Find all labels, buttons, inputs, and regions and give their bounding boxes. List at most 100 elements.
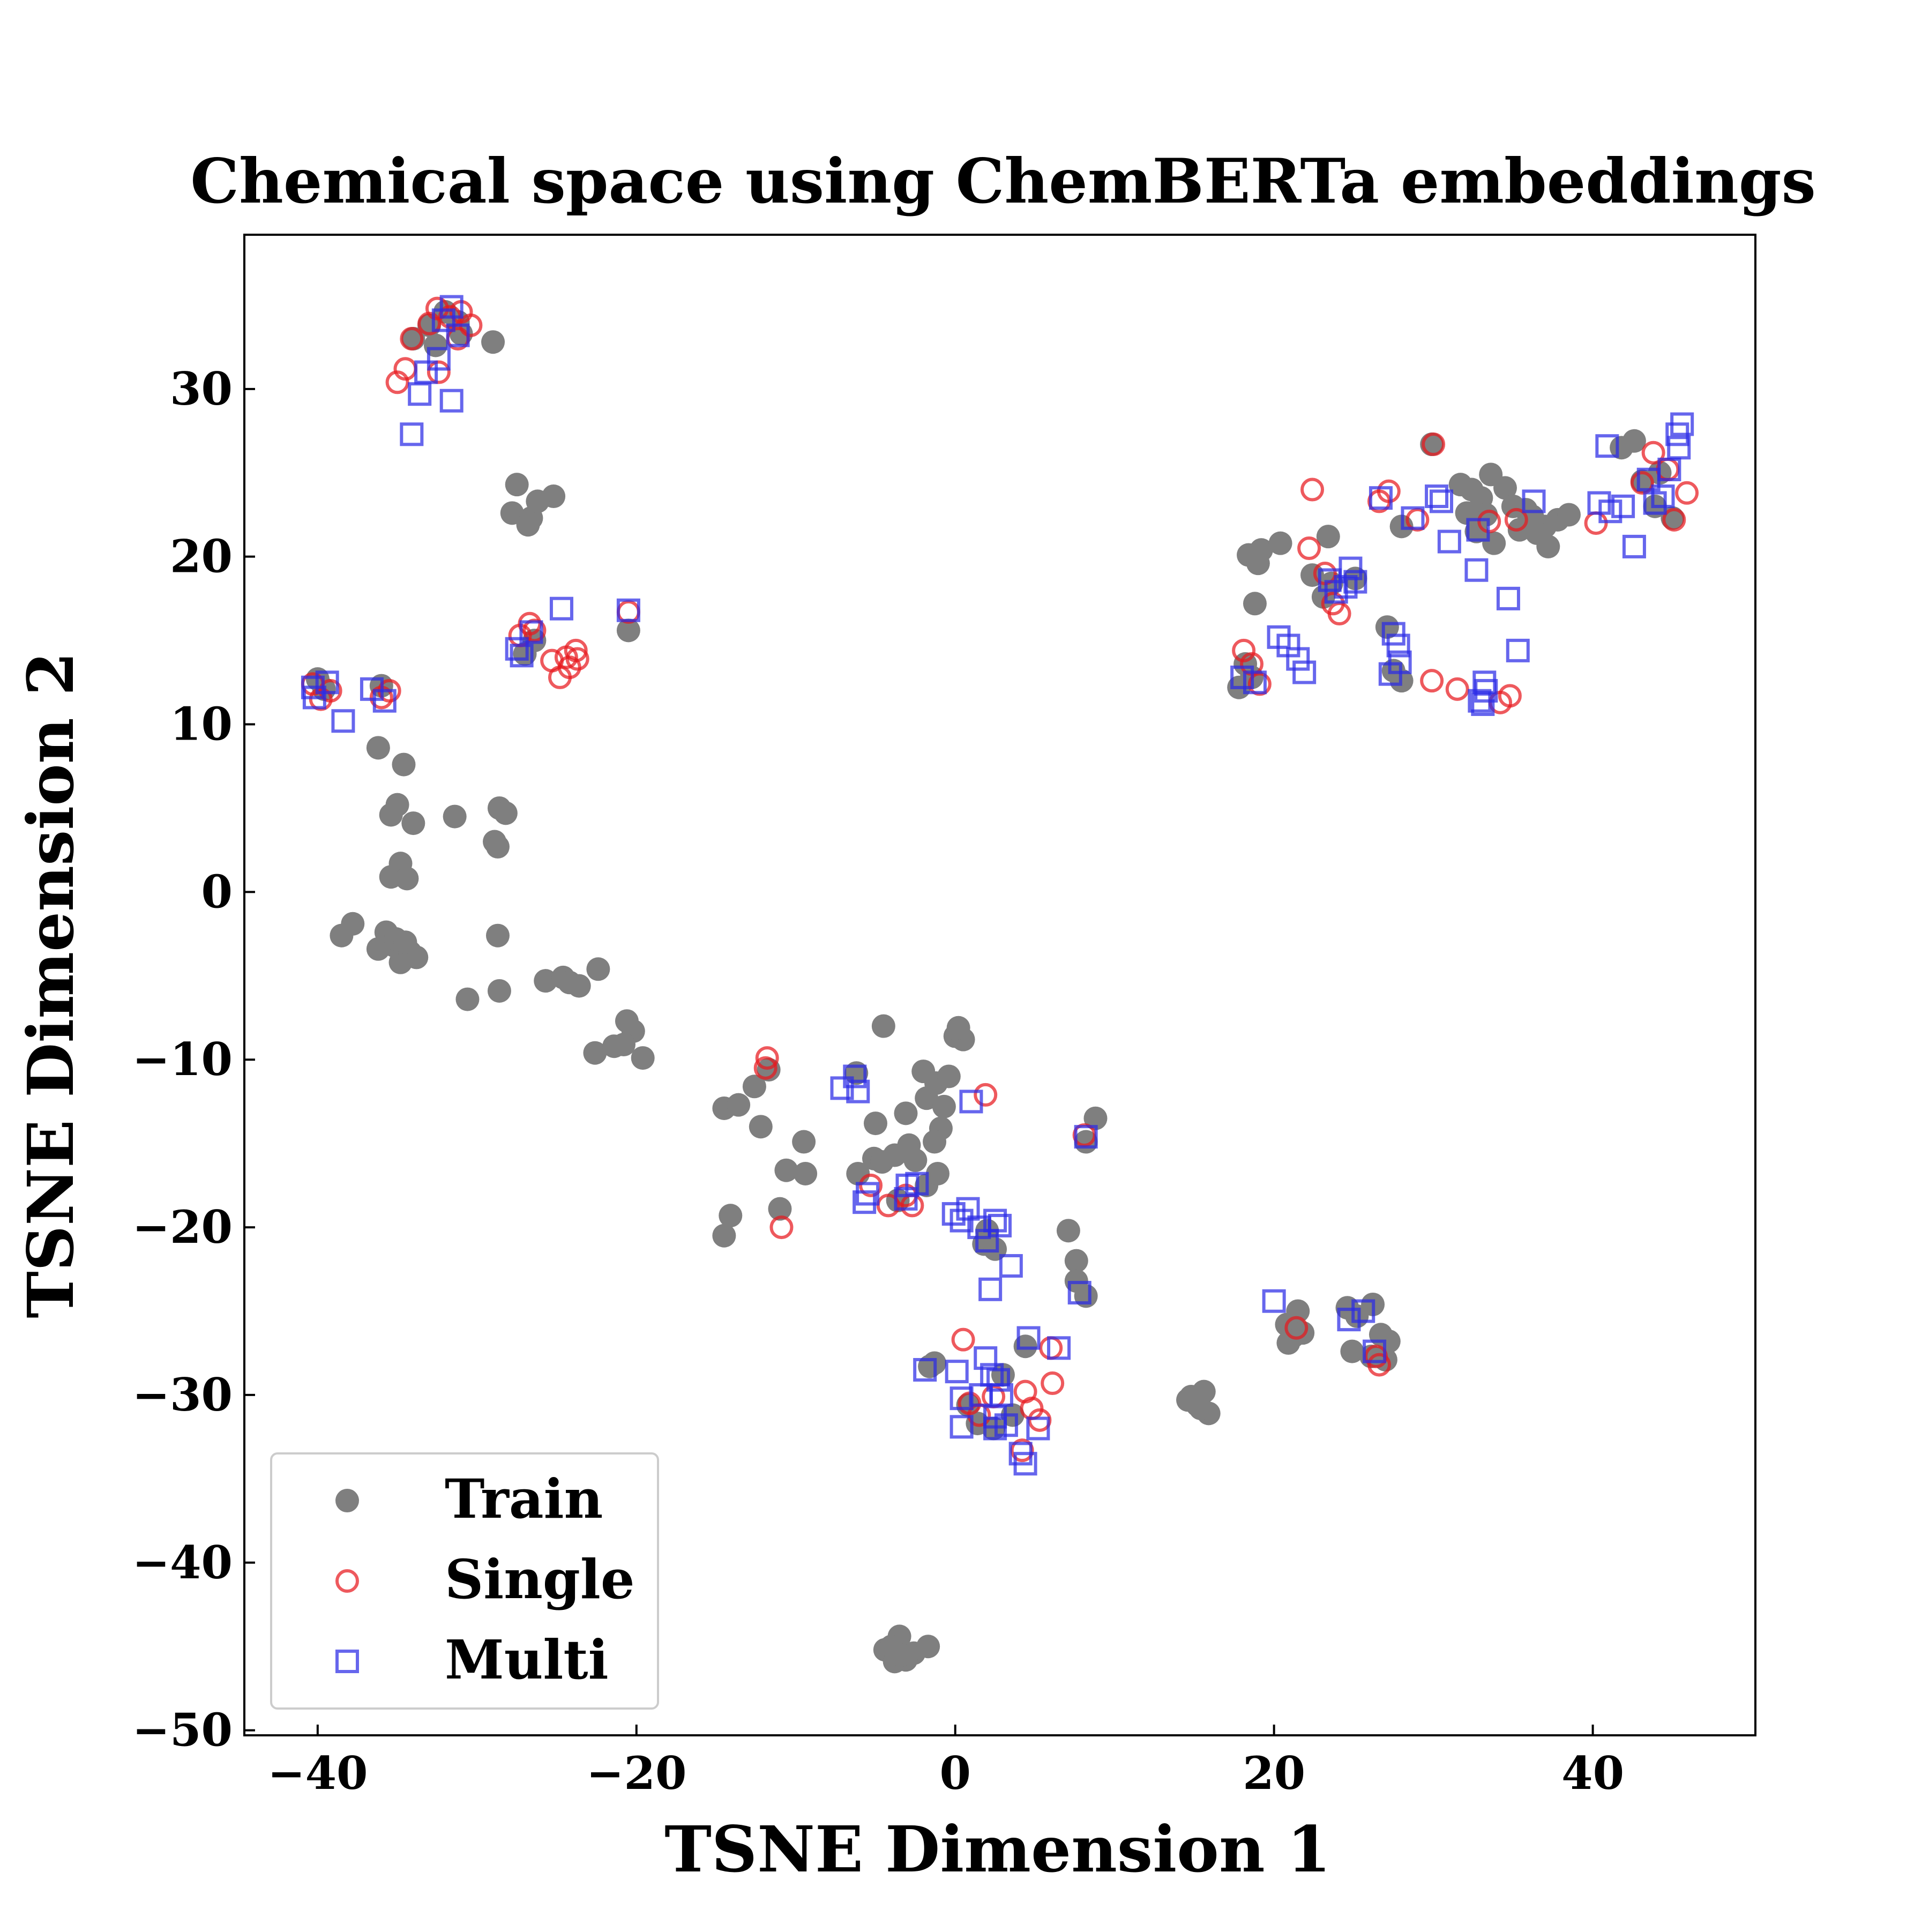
point-train: [485, 834, 510, 859]
point-multi: [439, 389, 463, 413]
point-multi: [941, 1202, 966, 1226]
point-multi: [978, 1277, 1003, 1301]
point-multi: [439, 295, 463, 319]
point-multi: [549, 596, 573, 621]
point-single: [1445, 677, 1469, 701]
point-multi: [1496, 586, 1520, 610]
point-multi: [1230, 665, 1254, 689]
point-train: [393, 930, 417, 954]
point-multi: [983, 1416, 1007, 1441]
point-multi: [519, 620, 543, 644]
point-multi: [1651, 484, 1675, 509]
point-train: [557, 971, 581, 995]
point-train: [395, 867, 419, 891]
point-train: [583, 1041, 607, 1065]
point-train: [925, 1161, 949, 1185]
y-tick-label: −10: [132, 1033, 233, 1086]
point-multi: [1598, 499, 1623, 524]
point-train: [485, 923, 510, 948]
y-tick-label: −40: [132, 1536, 233, 1589]
point-multi: [1363, 1339, 1387, 1363]
point-single: [951, 1327, 975, 1352]
point-train: [1291, 1321, 1315, 1345]
legend-label-multi: Multi: [445, 1628, 609, 1691]
point-multi: [1611, 494, 1635, 518]
point-train: [516, 513, 540, 537]
point-train: [505, 473, 529, 497]
point-multi: [1262, 1289, 1286, 1313]
point-train: [366, 736, 390, 760]
point-train: [392, 752, 416, 777]
point-multi: [616, 598, 640, 622]
point-single: [400, 326, 424, 350]
x-tick-label: 20: [1243, 1747, 1305, 1800]
point-multi: [983, 1209, 1007, 1233]
point-train: [889, 1643, 913, 1667]
data-points: [301, 295, 1699, 1674]
y-tick-label: −20: [132, 1200, 233, 1254]
point-train: [1268, 531, 1292, 555]
point-single: [1504, 508, 1528, 532]
point-train: [1375, 615, 1399, 639]
legend-marker-single: [335, 1569, 359, 1593]
point-single: [1405, 508, 1430, 532]
legend-marker-multi: [335, 1650, 359, 1673]
point-train: [631, 1046, 655, 1070]
point-train: [894, 1101, 918, 1125]
point-multi: [1343, 570, 1367, 594]
point-single: [1297, 536, 1321, 561]
point-single: [1367, 1353, 1391, 1377]
point-multi: [1472, 670, 1497, 695]
point-multi: [949, 1415, 974, 1439]
point-train: [871, 1014, 895, 1038]
point-multi: [853, 1190, 877, 1214]
point-single: [755, 1046, 779, 1070]
point-train: [1464, 519, 1489, 543]
y-tick-label: 10: [170, 698, 233, 751]
point-multi: [400, 422, 424, 446]
point-train: [455, 987, 480, 1011]
chart-title: Chemical space using ChemBERTa embedding…: [190, 145, 1816, 217]
point-train: [1610, 436, 1634, 460]
point-train: [379, 803, 403, 827]
point-multi: [913, 1357, 937, 1382]
point-train: [526, 489, 550, 513]
point-train: [1340, 1339, 1364, 1363]
point-multi: [1386, 633, 1410, 658]
point-multi: [446, 323, 470, 347]
point-train: [712, 1224, 736, 1248]
point-single: [1641, 441, 1665, 465]
y-axis-ticks: −50 −40 −30 −20 −10 0 10 20 30: [132, 362, 255, 1757]
legend-box: [270, 1452, 659, 1710]
point-multi: [1667, 436, 1691, 460]
y-tick-label: 20: [170, 530, 233, 583]
point-multi: [905, 1172, 929, 1196]
point-multi: [1339, 556, 1363, 580]
x-axis-label: TSNE Dimension 1: [664, 1812, 1331, 1886]
point-train: [487, 979, 511, 1003]
point-multi: [408, 382, 432, 406]
point-multi: [1026, 1416, 1050, 1441]
point-train: [1246, 551, 1270, 576]
point-multi: [1292, 660, 1317, 684]
point-train: [742, 1075, 766, 1099]
point-multi: [1437, 529, 1461, 554]
point-multi: [1047, 1336, 1071, 1360]
x-tick-label: 40: [1561, 1747, 1624, 1800]
point-single: [859, 1173, 883, 1197]
plot-frame: [243, 234, 1756, 1736]
point-single: [1377, 479, 1401, 503]
point-single: [1247, 672, 1272, 696]
point-multi: [1429, 489, 1453, 513]
point-train: [863, 1112, 887, 1136]
point-multi: [372, 689, 397, 713]
point-train: [1064, 1249, 1088, 1273]
point-single: [548, 665, 572, 689]
point-multi: [1622, 534, 1646, 558]
point-multi: [1506, 638, 1530, 662]
point-train: [366, 937, 390, 961]
y-tick-label: −50: [132, 1704, 233, 1757]
point-train: [1188, 1396, 1213, 1420]
